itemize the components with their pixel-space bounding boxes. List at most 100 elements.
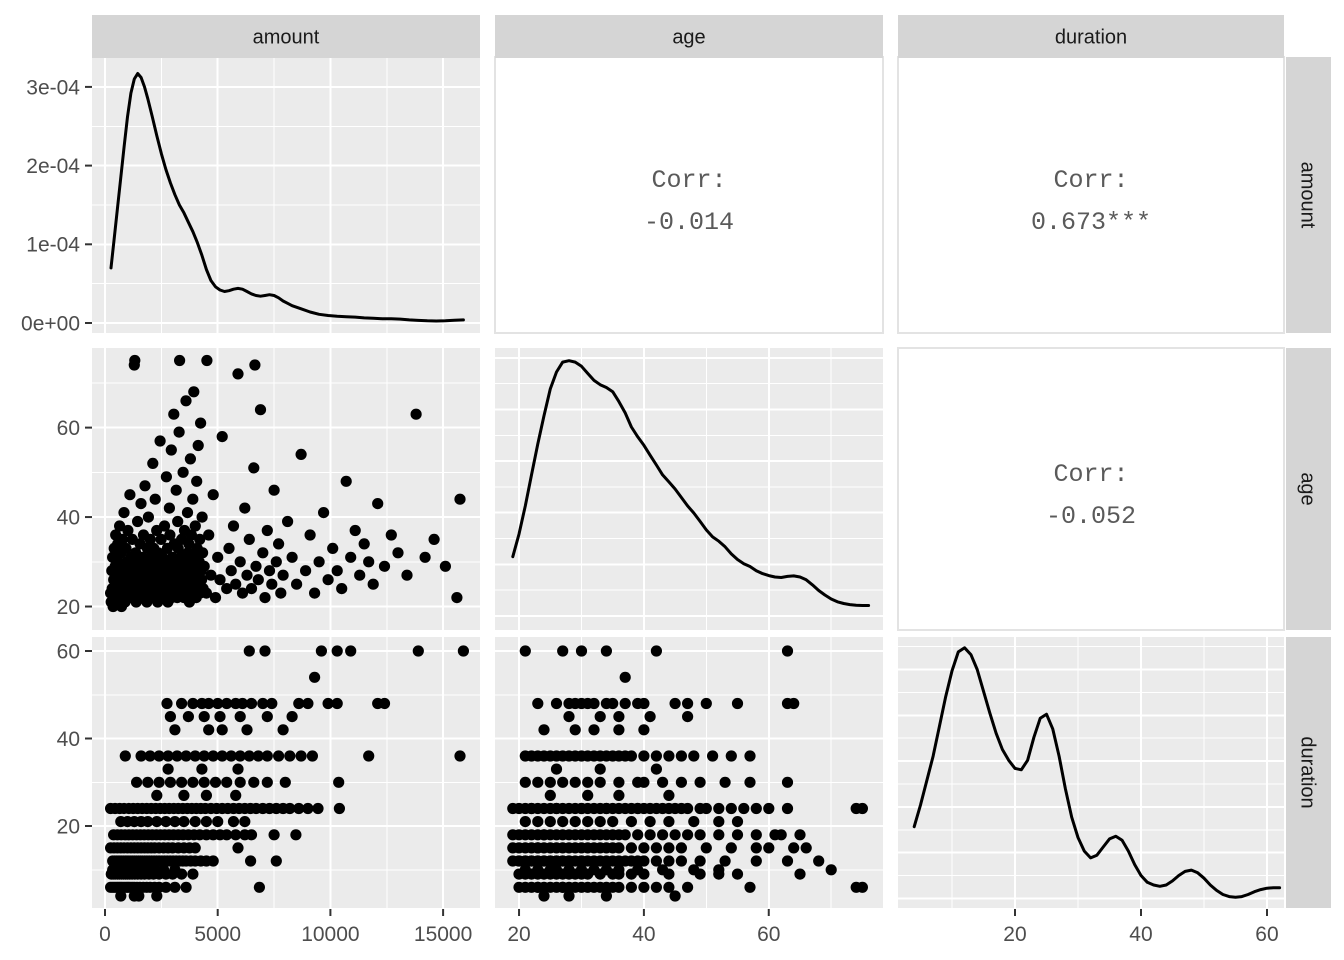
data-point [731, 829, 744, 841]
data-point [230, 578, 242, 590]
data-point [173, 426, 185, 438]
data-point [286, 711, 298, 723]
data-point [284, 750, 296, 762]
data-point [189, 842, 201, 854]
data-point [638, 724, 650, 736]
data-point [176, 776, 188, 788]
data-point [234, 750, 246, 762]
data-point [135, 750, 147, 762]
data-point [682, 697, 694, 710]
data-point [203, 724, 215, 736]
data-point [619, 829, 631, 841]
data-point [744, 750, 756, 762]
data-point [261, 776, 273, 788]
data-point [266, 578, 278, 590]
data-point [230, 789, 242, 802]
data-point [286, 551, 298, 563]
corr-label: Corr: [651, 166, 726, 195]
data-point [259, 645, 271, 657]
data-point [212, 551, 224, 563]
data-point [613, 711, 625, 723]
data-point [177, 466, 189, 478]
data-point [200, 816, 212, 828]
data-point [187, 697, 199, 710]
data-point [302, 697, 314, 710]
data-point [688, 816, 700, 828]
y-tick-label: 60 [57, 417, 80, 440]
data-point [151, 890, 163, 902]
data-point [457, 645, 469, 657]
data-point [185, 529, 197, 541]
data-point [300, 565, 312, 577]
data-point [682, 802, 694, 815]
data-point [122, 524, 134, 537]
x-tick-label: 60 [757, 923, 780, 946]
panel-gridlines [92, 57, 480, 333]
data-point [613, 842, 625, 854]
data-point [775, 829, 787, 841]
strip-background [1286, 637, 1331, 908]
data-point [236, 587, 249, 599]
data-point [594, 816, 606, 828]
data-point [312, 802, 324, 815]
data-point [563, 711, 575, 723]
data-point [613, 724, 625, 736]
data-point [825, 864, 837, 876]
corr-value: -0.052 [1046, 502, 1136, 531]
data-point [221, 583, 233, 595]
data-point [569, 816, 581, 828]
data-point [700, 802, 712, 815]
panel-r3c2-duration-age [495, 637, 883, 908]
data-point [700, 697, 712, 710]
y-tick-label: 0e+00 [21, 312, 80, 335]
data-point [675, 842, 688, 854]
data-point [171, 750, 183, 762]
data-point [657, 864, 669, 876]
data-point [277, 569, 289, 581]
data-point [638, 881, 650, 893]
data-point [750, 829, 762, 841]
data-point [322, 574, 334, 586]
data-point [600, 864, 613, 876]
data-point [284, 802, 296, 815]
data-point [688, 750, 700, 762]
data-point [663, 750, 675, 762]
data-point [700, 842, 712, 854]
data-point [392, 547, 404, 559]
data-point [176, 697, 188, 710]
data-point [180, 395, 192, 407]
data-point [293, 697, 305, 710]
data-point [241, 569, 253, 581]
data-point [253, 881, 265, 893]
data-point [588, 724, 600, 736]
data-point [245, 829, 258, 841]
data-point [225, 565, 237, 577]
data-point [544, 816, 556, 828]
data-point [638, 697, 650, 710]
data-point [170, 484, 182, 496]
data-point [304, 529, 316, 541]
y-tick-label: 3e-04 [26, 76, 80, 99]
data-point [707, 750, 719, 762]
data-point [788, 697, 800, 710]
data-point [644, 829, 656, 841]
top-strip-duration: duration [898, 15, 1284, 58]
data-point [650, 750, 663, 762]
data-point [532, 816, 544, 828]
data-point [195, 417, 207, 429]
data-point [713, 864, 725, 876]
data-point [682, 711, 694, 723]
data-point [781, 776, 794, 788]
data-point [261, 750, 273, 762]
data-point [331, 645, 343, 657]
data-point [632, 829, 644, 841]
data-point [856, 881, 869, 893]
data-point [295, 448, 307, 460]
data-point [439, 560, 451, 572]
data-point [169, 724, 181, 736]
data-point [158, 520, 171, 532]
data-point [257, 697, 269, 710]
data-point [207, 489, 219, 501]
data-point [241, 724, 253, 736]
